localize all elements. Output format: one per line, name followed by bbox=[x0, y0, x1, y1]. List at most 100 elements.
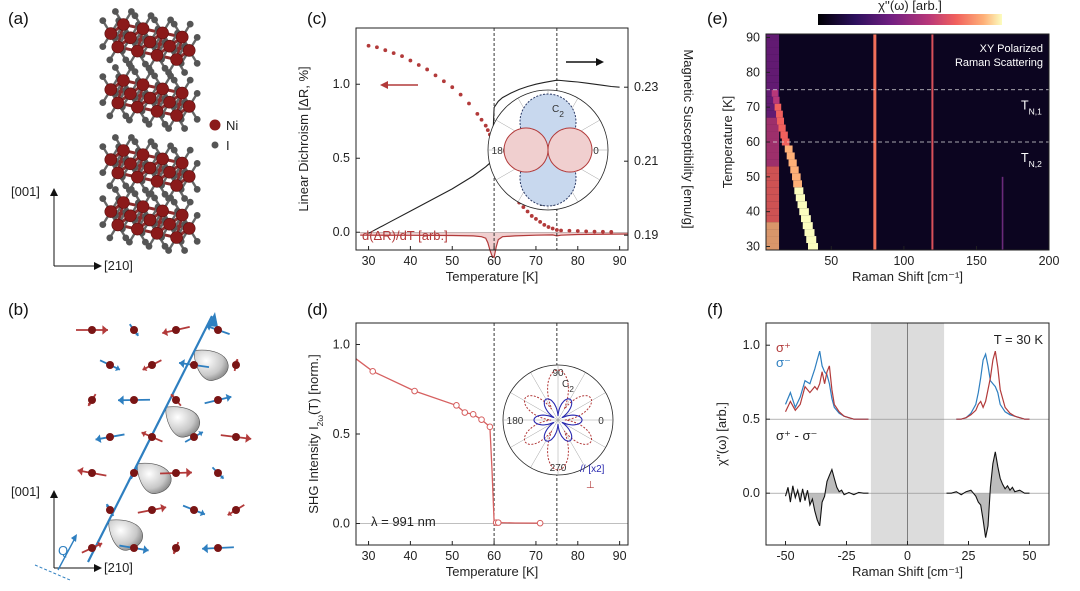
polar-tick-90: 90 bbox=[552, 368, 564, 379]
nickel-atom bbox=[124, 157, 137, 171]
iodine-atom bbox=[170, 146, 178, 154]
spin-arrowhead bbox=[179, 359, 185, 369]
heatmap-cell bbox=[766, 68, 780, 76]
heatmap-cell bbox=[766, 243, 780, 250]
legend-i: I bbox=[211, 138, 230, 153]
heatmap-cell bbox=[766, 40, 780, 48]
nickel-atom bbox=[170, 53, 183, 66]
nickel-site bbox=[172, 544, 180, 552]
y-tick-label: 1.0 bbox=[743, 338, 760, 352]
heatmap-cell bbox=[766, 145, 780, 153]
iodine-atom bbox=[193, 160, 201, 167]
nickel-site bbox=[190, 361, 198, 369]
magnon-cell bbox=[807, 243, 818, 250]
y-tick-label: 90 bbox=[746, 30, 760, 44]
nickel-atom bbox=[143, 91, 157, 105]
heatmap-cell bbox=[766, 180, 780, 188]
nickel-atom bbox=[124, 87, 137, 101]
x-tick-label: 25 bbox=[962, 549, 976, 563]
derivative-line bbox=[360, 233, 629, 259]
x-tick-label: 90 bbox=[613, 254, 627, 268]
shg-point bbox=[369, 368, 377, 375]
x-axis-label: Raman Shift [cm⁻¹] bbox=[852, 564, 963, 579]
nickel-atom bbox=[156, 152, 169, 166]
spin-arrowhead bbox=[160, 503, 167, 513]
panel-label-c: (c) bbox=[307, 9, 327, 28]
nickel-site bbox=[232, 433, 240, 441]
difference-line bbox=[946, 451, 1030, 538]
iodine-atom bbox=[131, 68, 139, 76]
polar-tick-0: 0 bbox=[598, 416, 604, 427]
x-tick-label: 50 bbox=[824, 254, 838, 268]
iodine-atom bbox=[99, 221, 107, 229]
heatmap-cell bbox=[766, 236, 780, 244]
magnon-cell bbox=[773, 96, 780, 104]
dichroism-point bbox=[592, 229, 597, 234]
susceptibility-line bbox=[368, 79, 620, 234]
nickel-atom bbox=[111, 96, 125, 110]
nickel-atom bbox=[136, 78, 150, 91]
magnon-cell bbox=[804, 229, 815, 237]
heatmap-cell bbox=[766, 110, 780, 118]
nickel-atom bbox=[175, 156, 189, 170]
nickel-site bbox=[214, 469, 222, 477]
nickel-atom bbox=[163, 217, 176, 231]
x-tick-label: 90 bbox=[613, 549, 627, 563]
transition-label: TN,1 bbox=[1021, 99, 1042, 117]
nickel-atom bbox=[111, 166, 125, 180]
iodine-atom bbox=[193, 238, 201, 245]
nickel-atom bbox=[104, 27, 118, 40]
sigma-plus-line bbox=[956, 350, 1030, 420]
axes-a: [001] [210] bbox=[11, 184, 133, 273]
nickel-atom bbox=[117, 18, 130, 31]
dichroism-point bbox=[538, 219, 543, 224]
nickel-atom bbox=[111, 218, 125, 232]
x-tick-label: 50 bbox=[1023, 549, 1037, 563]
heatmap-cell bbox=[766, 34, 780, 41]
chart-f: -50 -25 0 25 50 0.0 0.5 1.0 Raman Shift [cm⁻¹] χ'… bbox=[714, 322, 1050, 579]
magnon-cell bbox=[795, 194, 805, 202]
iodine-atom bbox=[186, 198, 194, 206]
nickel-atom bbox=[111, 40, 125, 54]
nickel-atom bbox=[124, 209, 137, 223]
dichroism-point bbox=[554, 228, 559, 232]
iodine-atom bbox=[131, 12, 139, 20]
nickel-atom bbox=[143, 213, 157, 227]
y-axis-label: SHG Intensity I2ω(T) [norm.] bbox=[306, 354, 325, 513]
panel-label-a: (a) bbox=[8, 9, 29, 28]
nickel-site bbox=[172, 396, 180, 404]
temperature-annotation: T = 30 K bbox=[994, 332, 1044, 347]
spin-arrowhead bbox=[172, 551, 177, 554]
shg-point bbox=[536, 519, 544, 527]
legend-sigma-plus: σ⁺ bbox=[776, 340, 791, 355]
y-tick-label: 70 bbox=[746, 100, 760, 114]
wavelength-annotation: λ = 991 nm bbox=[371, 514, 436, 529]
iodine-atom bbox=[186, 76, 194, 84]
iodine-atom bbox=[170, 20, 178, 28]
spin-arrowhead bbox=[198, 431, 203, 437]
nickel-atom bbox=[104, 153, 118, 166]
spin-arrowhead bbox=[97, 541, 103, 549]
nickel-site bbox=[88, 326, 96, 334]
nickel-atom bbox=[104, 205, 118, 218]
nickel-atom bbox=[156, 26, 169, 40]
magnon-cell bbox=[780, 131, 788, 139]
y-tick-label: 60 bbox=[746, 135, 760, 149]
legend-sigma-minus: σ⁻ bbox=[776, 355, 791, 370]
inset-legend-parallel: // [x2] bbox=[580, 464, 605, 475]
magnon-cell bbox=[784, 145, 793, 153]
heatmap-cell bbox=[766, 201, 780, 209]
colorbar bbox=[818, 14, 1002, 25]
y-tick-label: 0.5 bbox=[333, 151, 350, 165]
iodine-atom bbox=[186, 20, 194, 28]
inset-shg-parallel bbox=[533, 398, 583, 442]
spin-cone bbox=[108, 519, 143, 551]
dichroism-point bbox=[383, 48, 388, 53]
heatmap-cell bbox=[766, 222, 780, 230]
spin-cone bbox=[137, 463, 172, 494]
dichroism-point bbox=[542, 222, 547, 227]
axis-210-a: [210] bbox=[104, 258, 133, 273]
i-legend-label: I bbox=[226, 138, 230, 153]
nickel-atom bbox=[156, 204, 169, 218]
spin-arrowhead bbox=[219, 474, 224, 479]
